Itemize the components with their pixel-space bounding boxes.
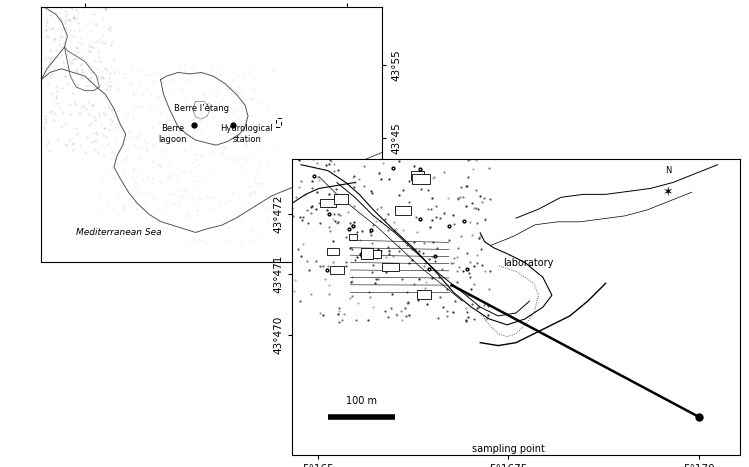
Text: Berre
lagoon: Berre lagoon [158,124,187,144]
Bar [320,199,336,207]
Bar [383,262,399,270]
Text: 100 m: 100 m [346,396,377,406]
Bar [365,250,381,258]
Bar [361,248,373,259]
Bar [412,174,430,184]
Text: Berre l’étang: Berre l’étang [174,104,229,113]
Text: laboratory: laboratory [503,258,554,268]
Bar [335,194,348,204]
Text: Hydrological
station: Hydrological station [220,124,273,144]
Text: Mediterranean Sea: Mediterranean Sea [76,228,162,237]
Bar [395,206,411,215]
Text: N: N [665,166,671,175]
Text: ✶: ✶ [663,186,673,199]
Bar [330,266,344,275]
Bar [327,248,339,255]
Bar [349,234,357,240]
Bar [417,290,431,299]
Bar [410,170,424,180]
Text: sampling point: sampling point [472,444,545,454]
